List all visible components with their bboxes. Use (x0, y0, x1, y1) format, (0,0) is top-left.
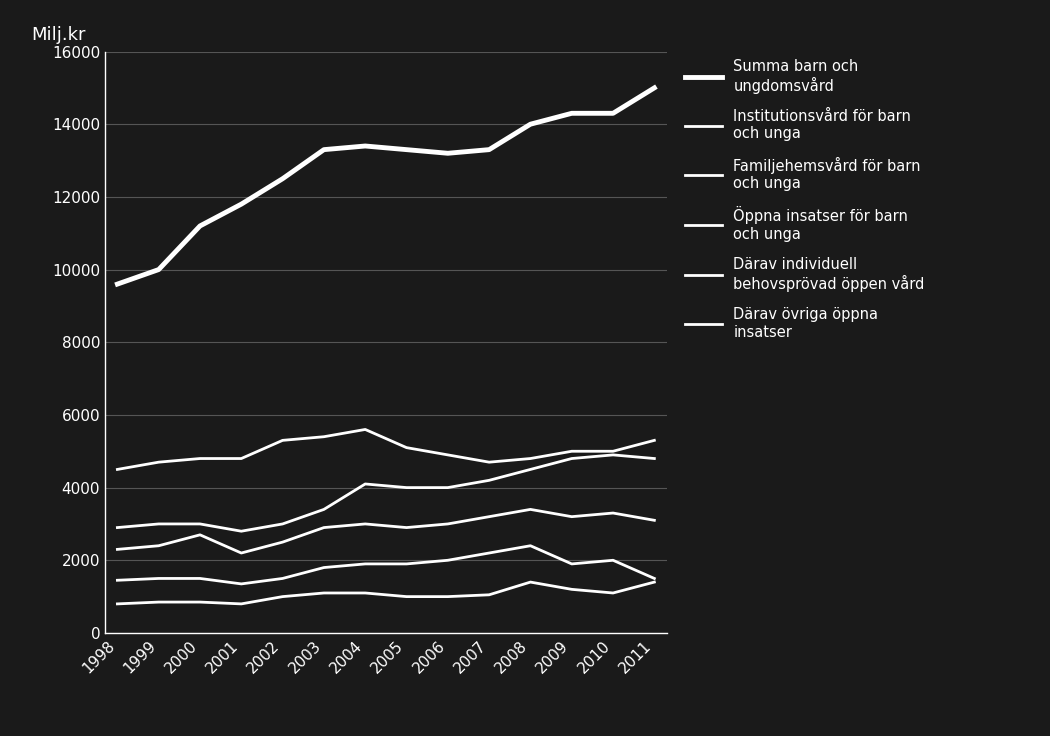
Familjehemsvård för barn
och unga (607, 450, 620, 459)
Öppna insatser för barn
och unga (359, 520, 372, 528)
Öppna insatser för barn
och unga (483, 512, 496, 521)
Institutionsvård för barn
och unga (276, 436, 289, 445)
Familjehemsvård för barn
och unga (483, 476, 496, 485)
Därav övriga öppna
insatser (235, 599, 248, 608)
Summa barn och
ungdomsvård (359, 141, 372, 150)
Summa barn och
ungdomsvård (648, 83, 660, 92)
Institutionsvård för barn
och unga (152, 458, 165, 467)
Legend: Summa barn och
ungdomsvård, Institutionsvård för barn
och unga, Familjehemsvård : Summa barn och ungdomsvård, Institutions… (686, 59, 925, 339)
Summa barn och
ungdomsvård (442, 149, 455, 158)
Därav övriga öppna
insatser (152, 598, 165, 606)
Därav övriga öppna
insatser (483, 590, 496, 599)
Öppna insatser för barn
och unga (566, 512, 579, 521)
Institutionsvård för barn
och unga (193, 454, 206, 463)
Familjehemsvård för barn
och unga (359, 480, 372, 489)
Därav individuell
behovsprövad öppen vård (193, 574, 206, 583)
Familjehemsvård för barn
och unga (111, 523, 124, 532)
Institutionsvård för barn
och unga (235, 454, 248, 463)
Öppna insatser för barn
och unga (400, 523, 413, 532)
Därav övriga öppna
insatser (607, 589, 620, 598)
Line: Därav övriga öppna
insatser: Därav övriga öppna insatser (118, 582, 654, 604)
Öppna insatser för barn
och unga (193, 531, 206, 539)
Därav individuell
behovsprövad öppen vård (400, 559, 413, 568)
Line: Institutionsvård för barn
och unga: Institutionsvård för barn och unga (118, 429, 654, 470)
Familjehemsvård för barn
och unga (648, 454, 660, 463)
Summa barn och
ungdomsvård (607, 109, 620, 118)
Institutionsvård för barn
och unga (317, 432, 330, 441)
Därav individuell
behovsprövad öppen vård (152, 574, 165, 583)
Institutionsvård för barn
och unga (111, 465, 124, 474)
Institutionsvård för barn
och unga (483, 458, 496, 467)
Familjehemsvård för barn
och unga (400, 483, 413, 492)
Summa barn och
ungdomsvård (524, 120, 537, 129)
Familjehemsvård för barn
och unga (152, 520, 165, 528)
Familjehemsvård för barn
och unga (235, 527, 248, 536)
Därav övriga öppna
insatser (111, 599, 124, 608)
Summa barn och
ungdomsvård (483, 145, 496, 154)
Därav övriga öppna
insatser (276, 592, 289, 601)
Institutionsvård för barn
och unga (566, 447, 579, 456)
Därav individuell
behovsprövad öppen vård (235, 579, 248, 588)
Line: Öppna insatser för barn
och unga: Öppna insatser för barn och unga (118, 509, 654, 553)
Line: Familjehemsvård för barn
och unga: Familjehemsvård för barn och unga (118, 455, 654, 531)
Line: Summa barn och
ungdomsvård: Summa barn och ungdomsvård (118, 88, 654, 284)
Därav individuell
behovsprövad öppen vård (648, 574, 660, 583)
Summa barn och
ungdomsvård (566, 109, 579, 118)
Därav övriga öppna
insatser (193, 598, 206, 606)
Öppna insatser för barn
och unga (648, 516, 660, 525)
Därav individuell
behovsprövad öppen vård (359, 559, 372, 568)
Därav övriga öppna
insatser (442, 592, 455, 601)
Därav individuell
behovsprövad öppen vård (317, 563, 330, 572)
Därav individuell
behovsprövad öppen vård (442, 556, 455, 565)
Summa barn och
ungdomsvård (317, 145, 330, 154)
Familjehemsvård för barn
och unga (276, 520, 289, 528)
Öppna insatser för barn
och unga (235, 548, 248, 557)
Line: Därav individuell
behovsprövad öppen vård: Därav individuell behovsprövad öppen vår… (118, 546, 654, 584)
Familjehemsvård för barn
och unga (317, 505, 330, 514)
Summa barn och
ungdomsvård (111, 280, 124, 289)
Summa barn och
ungdomsvård (400, 145, 413, 154)
Familjehemsvård för barn
och unga (193, 520, 206, 528)
Därav övriga öppna
insatser (359, 589, 372, 598)
Därav övriga öppna
insatser (400, 592, 413, 601)
Institutionsvård för barn
och unga (524, 454, 537, 463)
Summa barn och
ungdomsvård (193, 222, 206, 230)
Öppna insatser för barn
och unga (111, 545, 124, 553)
Därav individuell
behovsprövad öppen vård (607, 556, 620, 565)
Därav individuell
behovsprövad öppen vård (483, 548, 496, 557)
Därav övriga öppna
insatser (566, 585, 579, 594)
Öppna insatser för barn
och unga (317, 523, 330, 532)
Institutionsvård för barn
och unga (442, 450, 455, 459)
Öppna insatser för barn
och unga (152, 542, 165, 551)
Summa barn och
ungdomsvård (152, 265, 165, 274)
Institutionsvård för barn
och unga (359, 425, 372, 434)
Institutionsvård för barn
och unga (400, 443, 413, 452)
Summa barn och
ungdomsvård (276, 174, 289, 183)
Därav övriga öppna
insatser (524, 578, 537, 587)
Öppna insatser för barn
och unga (276, 538, 289, 547)
Därav individuell
behovsprövad öppen vård (276, 574, 289, 583)
Institutionsvård för barn
och unga (607, 447, 620, 456)
Familjehemsvård för barn
och unga (524, 465, 537, 474)
Därav övriga öppna
insatser (648, 578, 660, 587)
Öppna insatser för barn
och unga (524, 505, 537, 514)
Familjehemsvård för barn
och unga (442, 483, 455, 492)
Därav individuell
behovsprövad öppen vård (566, 559, 579, 568)
Text: Milj.kr: Milj.kr (32, 26, 86, 44)
Därav övriga öppna
insatser (317, 589, 330, 598)
Därav individuell
behovsprövad öppen vård (111, 576, 124, 584)
Öppna insatser för barn
och unga (607, 509, 620, 517)
Öppna insatser för barn
och unga (442, 520, 455, 528)
Därav individuell
behovsprövad öppen vård (524, 542, 537, 551)
Familjehemsvård för barn
och unga (566, 454, 579, 463)
Summa barn och
ungdomsvård (235, 199, 248, 208)
Institutionsvård för barn
och unga (648, 436, 660, 445)
